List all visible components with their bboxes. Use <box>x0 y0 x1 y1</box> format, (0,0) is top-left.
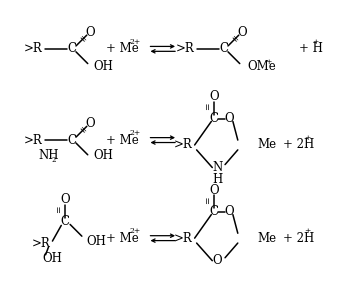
Text: OH: OH <box>94 60 114 73</box>
Text: OH: OH <box>94 149 114 162</box>
Text: O: O <box>224 205 234 218</box>
Text: =: = <box>75 33 87 45</box>
Text: + 2H: + 2H <box>283 232 314 245</box>
Text: >R: >R <box>176 42 195 55</box>
Text: +: + <box>305 227 311 235</box>
Text: + Me: + Me <box>106 134 139 147</box>
Text: =: = <box>55 206 64 213</box>
Text: +: + <box>305 134 311 142</box>
Text: H: H <box>212 173 222 186</box>
Text: C: C <box>220 42 228 55</box>
Text: OMe: OMe <box>247 60 276 73</box>
Text: + Me: + Me <box>106 42 139 55</box>
Text: >R: >R <box>174 139 193 151</box>
Text: 2+: 2+ <box>130 227 141 235</box>
Text: =: = <box>75 124 87 136</box>
Text: O: O <box>85 26 95 39</box>
Text: C: C <box>61 215 70 228</box>
Text: OH: OH <box>87 235 107 248</box>
Text: 2+: 2+ <box>130 38 141 46</box>
Text: Me: Me <box>257 232 276 245</box>
Text: =: = <box>227 33 239 45</box>
Text: + Me: + Me <box>106 232 139 245</box>
Text: C: C <box>67 134 77 147</box>
Text: >R: >R <box>174 232 193 245</box>
Text: NH: NH <box>39 149 59 162</box>
Text: C: C <box>67 42 77 55</box>
Text: C: C <box>210 205 219 218</box>
Text: O: O <box>213 254 222 267</box>
Text: Me: Me <box>257 139 276 151</box>
Text: O: O <box>237 26 246 39</box>
Text: >R: >R <box>32 236 50 249</box>
Text: >R: >R <box>24 134 43 147</box>
Text: =: = <box>204 103 213 111</box>
Text: O: O <box>60 194 70 206</box>
Text: =: = <box>204 196 213 204</box>
Text: + 2H: + 2H <box>283 139 314 151</box>
Text: O: O <box>85 117 95 130</box>
Text: N: N <box>212 161 222 174</box>
Text: +: + <box>265 58 271 66</box>
Text: OH: OH <box>43 252 62 265</box>
Text: +: + <box>312 38 319 46</box>
Text: 2+: 2+ <box>130 129 141 137</box>
Text: C: C <box>210 112 219 125</box>
Text: + H: + H <box>299 42 323 55</box>
Text: >R: >R <box>24 42 43 55</box>
Text: 2: 2 <box>52 156 56 164</box>
Text: O: O <box>209 90 219 103</box>
Text: O: O <box>224 112 234 125</box>
Text: O: O <box>209 183 219 197</box>
